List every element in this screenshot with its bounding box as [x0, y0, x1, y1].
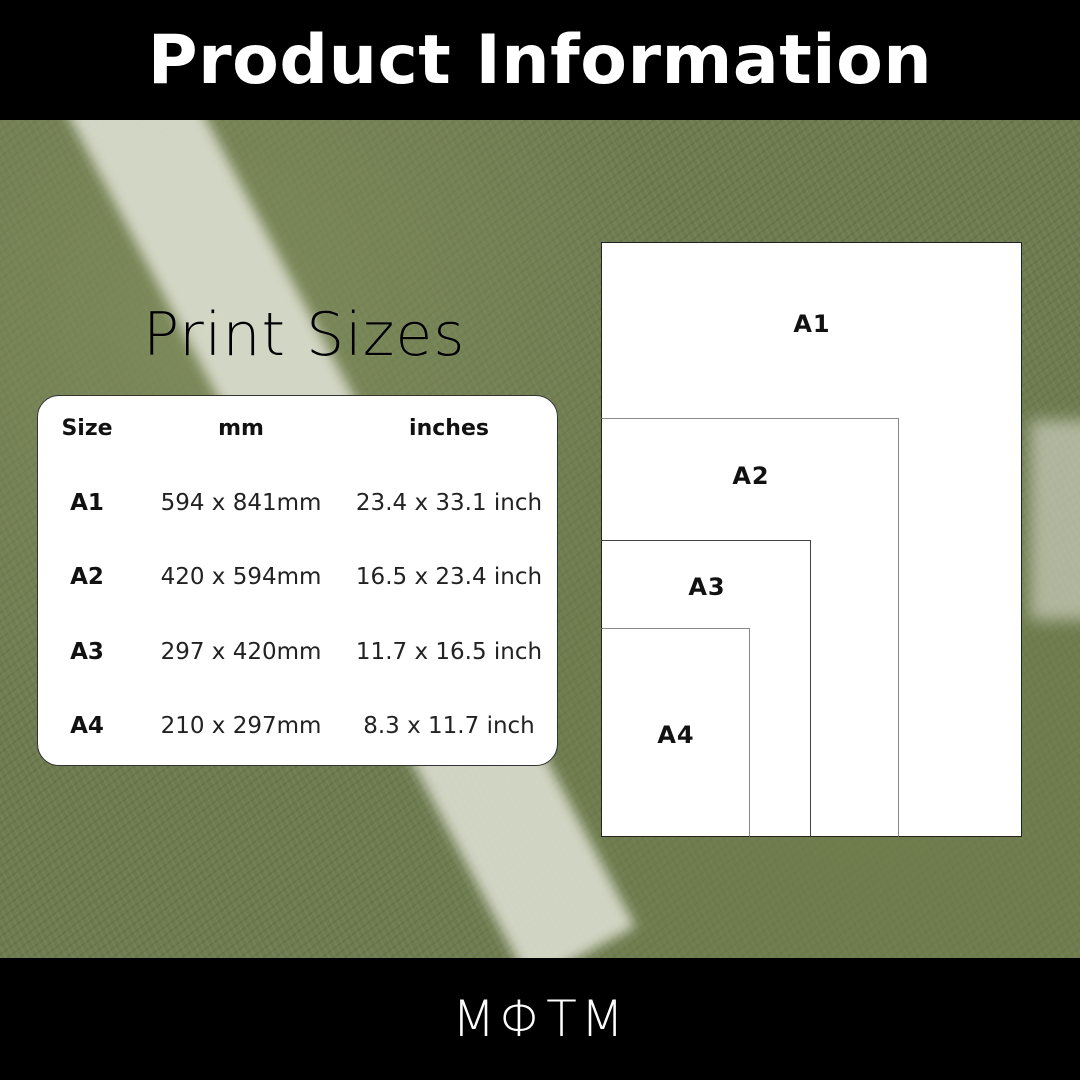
inches-cell: 11.7 x 16.5 inch [355, 639, 543, 665]
section-title: Print Sizes [143, 300, 466, 370]
brand-logo: MΦTM [452, 990, 628, 1048]
table-row: A1 594 x 841mm 23.4 x 33.1 inch [38, 483, 557, 523]
paper-a4: A4 [601, 628, 750, 837]
size-cell: A2 [70, 564, 104, 590]
table-row: A4 210 x 297mm 8.3 x 11.7 inch [38, 706, 557, 746]
header-inches: inches [409, 416, 489, 441]
pitch-line [1030, 420, 1080, 620]
footer-bar: MΦTM [0, 958, 1080, 1080]
header-size: Size [61, 416, 113, 441]
header-mm: mm [218, 416, 264, 441]
mm-cell: 420 x 594mm [160, 564, 322, 590]
page-title: Product Information [147, 20, 933, 100]
paper-label: A1 [793, 310, 831, 338]
inches-cell: 8.3 x 11.7 inch [363, 713, 535, 739]
table-row: A3 297 x 420mm 11.7 x 16.5 inch [38, 632, 557, 672]
paper-label: A4 [657, 721, 695, 749]
inches-cell: 16.5 x 23.4 inch [355, 564, 543, 590]
paper-label: A2 [732, 462, 770, 490]
paper-label: A3 [688, 573, 726, 601]
size-cell: A3 [70, 639, 104, 665]
size-table: Size mm inches A1 594 x 841mm 23.4 x 33.… [37, 395, 558, 766]
mm-cell: 210 x 297mm [160, 713, 322, 739]
mm-cell: 297 x 420mm [160, 639, 322, 665]
table-row: A2 420 x 594mm 16.5 x 23.4 inch [38, 557, 557, 597]
mm-cell: 594 x 841mm [160, 490, 322, 516]
table-header: Size mm inches [38, 409, 557, 449]
size-cell: A4 [70, 713, 104, 739]
inches-cell: 23.4 x 33.1 inch [355, 490, 543, 516]
size-cell: A1 [70, 490, 104, 516]
header-bar: Product Information [0, 0, 1080, 120]
